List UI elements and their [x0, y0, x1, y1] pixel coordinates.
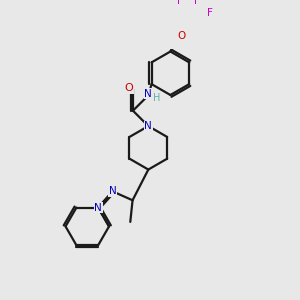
Text: F: F: [194, 0, 200, 6]
Text: N: N: [109, 186, 117, 197]
Text: F: F: [177, 0, 183, 6]
Text: N: N: [94, 202, 102, 213]
Text: O: O: [124, 83, 133, 93]
Text: F: F: [207, 8, 213, 18]
Text: N: N: [145, 121, 152, 131]
Text: N: N: [94, 202, 102, 213]
Text: H: H: [153, 93, 160, 103]
Text: N: N: [145, 88, 152, 99]
Text: O: O: [177, 31, 185, 40]
